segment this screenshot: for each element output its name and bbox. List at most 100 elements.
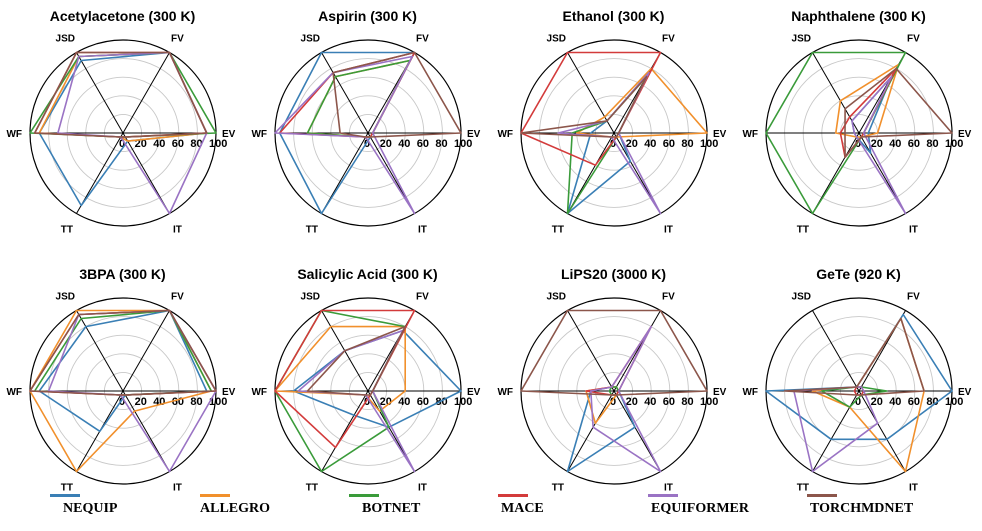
chart-title: Salicylic Acid (300 K) [297,266,438,282]
axis-label-wf: WF [6,129,22,140]
radial-tick-label: 0 [119,396,125,408]
legend-swatch [200,494,230,497]
radial-tick-label: 0 [119,138,125,150]
radial-tick-label: 80 [681,396,693,408]
axis-label-fv: FV [171,291,184,302]
axis-label-ev: EV [222,387,236,398]
legend-label: MACE [501,501,544,516]
chart-title: Aspirin (300 K) [318,8,417,24]
radial-tick-label: 100 [209,396,227,408]
series-mace [29,309,217,396]
radial-tick-label: 20 [871,138,883,150]
chart-title: 3BPA (300 K) [79,266,166,282]
legend-label: EQUIFORMER [651,501,749,516]
radial-tick-label: 60 [663,138,675,150]
radial-tick-label: 60 [417,396,429,408]
chart-title: GeTe (920 K) [816,266,901,282]
radial-tick-label: 60 [417,138,429,150]
series-equiformer [557,71,662,215]
axis-label-fv: FV [907,33,920,44]
legend-swatch [648,494,678,497]
radial-tick-label: 100 [700,396,718,408]
radial-tick-label: 80 [681,138,693,150]
legend-item-botnet: BOTNET [349,488,489,531]
radial-tick-label: 0 [364,138,370,150]
axis-label-fv: FV [416,33,429,44]
radial-tick-label: 40 [398,138,410,150]
legend-label: TORCHMDNET [810,501,914,516]
radial-tick-label: 100 [945,396,963,408]
spoke-tt [321,390,369,472]
radial-tick-label: 40 [889,396,901,408]
spoke-fv [122,310,170,392]
axis-label-it: IT [664,225,673,236]
axis-label-tt: TT [797,225,809,236]
radial-tick-label: 20 [626,396,638,408]
axis-label-tt: TT [306,225,318,236]
radial-tick-label: 20 [380,138,392,150]
radial-tick-label: 80 [190,396,202,408]
series-torchmdnet [783,317,925,396]
spoke-it [858,390,906,472]
axis-label-ev: EV [467,387,481,398]
series-nequip [38,309,208,433]
radial-tick-label: 100 [945,138,963,150]
axis-label-it: IT [173,225,182,236]
spoke-tt [567,390,615,472]
radial-tick-label: 20 [380,396,392,408]
radar-panel: Aspirin (300 K) 0 20 40 60 80 100 EV IT TT WF JSD FV [245,0,490,240]
radial-tick-label: 20 [135,138,147,150]
chart-title: Naphthalene (300 K) [791,8,926,24]
radial-tick-label: 0 [364,396,370,408]
legend: NEQUIP ALLEGRO BOTNET MACE EQUIFORMER TORCHMD… [0,488,982,531]
series-allegro [38,51,208,142]
axis-label-wf: WF [251,129,267,140]
axis-label-jsd: JSD [547,33,566,44]
axis-label-wf: WF [6,387,22,398]
axis-label-tt: TT [552,225,564,236]
axis-label-fv: FV [662,33,675,44]
axis-label-tt: TT [552,483,564,494]
spoke-jsd [321,52,369,134]
chart-title: Acetylacetone (300 K) [49,8,196,24]
legend-swatch [498,494,528,497]
spoke-jsd [567,52,615,134]
axis-label-tt: TT [306,483,318,494]
axis-label-fv: FV [907,291,920,302]
axis-label-jsd: JSD [792,33,811,44]
series-torchmdnet [29,309,217,396]
axis-label-ev: EV [713,129,727,140]
axis-label-wf: WF [497,129,513,140]
spoke-jsd [567,310,615,392]
spoke-fv [122,52,170,134]
series-mace [585,325,652,396]
series-equiformer [297,329,416,473]
legend-item-nequip: NEQUIP [50,488,190,531]
axis-label-it: IT [909,225,918,236]
series-equiformer [590,325,662,473]
axis-label-jsd: JSD [792,291,811,302]
series-torchmdnet [844,67,953,158]
axis-label-jsd: JSD [301,33,320,44]
radial-tick-label: 100 [454,396,472,408]
radial-tick-label: 0 [855,396,861,408]
radial-tick-label: 100 [700,138,718,150]
radar-panel: Salicylic Acid (300 K) 0 20 40 60 80 100 EV IT TT… [245,258,490,498]
legend-item-torchmdnet: TORCHMDNET [807,488,947,531]
axis-label-fv: FV [416,291,429,302]
radial-tick-label: 0 [610,396,616,408]
spoke-jsd [76,52,124,134]
spoke-jsd [76,310,124,392]
axis-label-it: IT [909,483,918,494]
legend-item-allegro: ALLEGRO [200,488,340,531]
legend-label: NEQUIP [63,501,118,516]
axis-label-wf: WF [742,387,758,398]
axis-label-wf: WF [497,387,513,398]
